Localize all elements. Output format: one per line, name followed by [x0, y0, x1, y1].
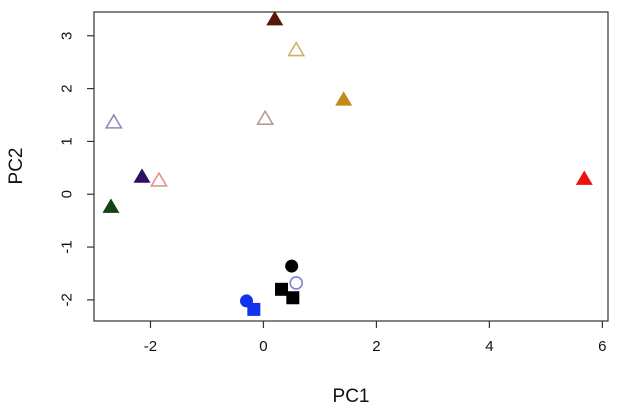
plot-frame: [93, 11, 609, 322]
triangle-point: [102, 198, 120, 213]
y-tick-label: 3: [59, 32, 76, 40]
triangle-point: [287, 40, 306, 57]
triangle-point: [266, 10, 284, 26]
y-tick-label: 1: [59, 137, 76, 145]
y-tick-label: -2: [59, 293, 76, 306]
triangle-point: [256, 109, 275, 125]
y-axis: -2 -1 0 1 2 3: [59, 32, 94, 307]
circle-point: [289, 276, 304, 290]
y-axis-title: PC2: [6, 148, 27, 185]
x-tick-label: 2: [372, 338, 380, 355]
triangle-point: [104, 113, 123, 129]
x-axis-title: PC1: [333, 386, 370, 407]
square-point: [275, 282, 289, 296]
square-point: [286, 291, 300, 305]
y-tick-label: 0: [59, 190, 76, 198]
triangle-point: [575, 170, 593, 185]
x-tick-label: -2: [144, 338, 157, 355]
triangle-point: [149, 171, 168, 187]
triangle-point: [335, 91, 353, 106]
circle-point: [285, 259, 299, 273]
x-tick-label: 0: [259, 338, 267, 355]
y-tick-label: 2: [59, 84, 76, 92]
x-tick-label: 6: [598, 338, 606, 355]
triangle-point: [133, 168, 151, 183]
x-tick-label: 4: [485, 338, 493, 355]
y-tick-label: -1: [59, 240, 76, 253]
data-points: [102, 10, 593, 316]
square-point: [247, 302, 261, 316]
x-axis: -2 0 2 4 6: [144, 321, 607, 355]
